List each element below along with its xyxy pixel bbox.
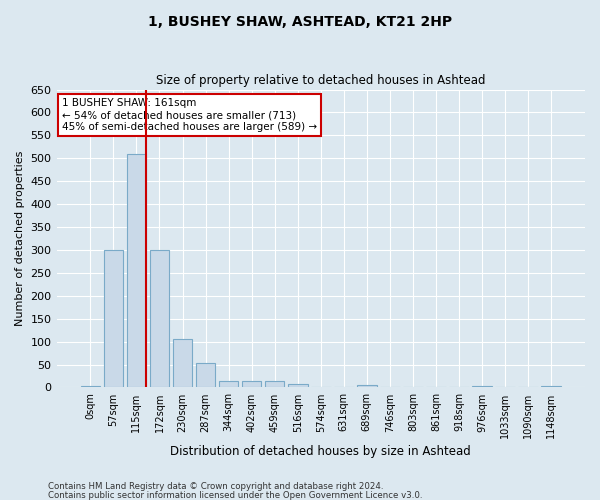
Bar <box>265 382 284 388</box>
Text: Contains public sector information licensed under the Open Government Licence v3: Contains public sector information licen… <box>48 490 422 500</box>
X-axis label: Distribution of detached houses by size in Ashtead: Distribution of detached houses by size … <box>170 444 471 458</box>
Bar <box>149 250 169 388</box>
Bar <box>357 385 377 388</box>
Text: 1, BUSHEY SHAW, ASHTEAD, KT21 2HP: 1, BUSHEY SHAW, ASHTEAD, KT21 2HP <box>148 15 452 29</box>
Bar <box>173 340 193 388</box>
Bar <box>242 382 262 388</box>
Text: 1 BUSHEY SHAW: 161sqm
← 54% of detached houses are smaller (713)
45% of semi-det: 1 BUSHEY SHAW: 161sqm ← 54% of detached … <box>62 98 317 132</box>
Bar <box>472 386 492 388</box>
Y-axis label: Number of detached properties: Number of detached properties <box>15 151 25 326</box>
Bar <box>104 250 123 388</box>
Title: Size of property relative to detached houses in Ashtead: Size of property relative to detached ho… <box>156 74 485 87</box>
Bar <box>196 363 215 388</box>
Bar <box>127 154 146 388</box>
Bar <box>288 384 308 388</box>
Text: Contains HM Land Registry data © Crown copyright and database right 2024.: Contains HM Land Registry data © Crown c… <box>48 482 383 491</box>
Bar <box>219 382 238 388</box>
Bar <box>80 386 100 388</box>
Bar <box>541 386 561 388</box>
